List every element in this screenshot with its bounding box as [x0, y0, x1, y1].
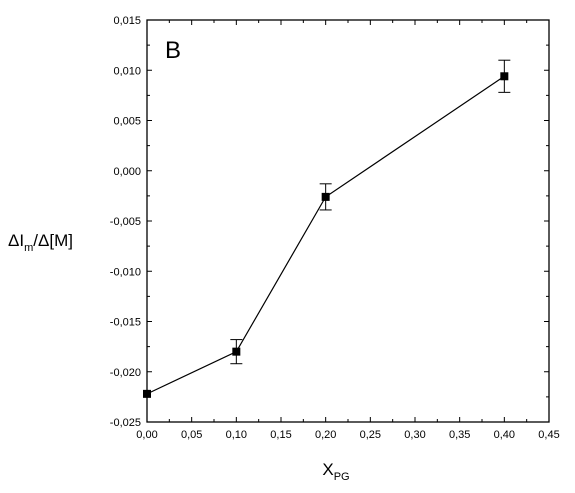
data-point: [321, 192, 330, 201]
y-tick-label: 0,015: [113, 15, 141, 27]
y-tick-label: -0,025: [110, 417, 141, 429]
plot-border: [146, 19, 550, 423]
x-tick-label: 0,45: [538, 429, 559, 441]
y-tick-label: -0,015: [110, 317, 141, 329]
y-tick-label: -0,010: [110, 266, 141, 278]
axis-ticks: [146, 19, 550, 423]
y-axis-title-part2: /Δ[M]: [33, 231, 73, 250]
y-tick-label: -0,005: [110, 216, 141, 228]
plot-frame: [146, 19, 550, 423]
x-tick-label: 0,00: [136, 429, 157, 441]
x-axis-title: XPG: [322, 460, 349, 483]
y-axis-title-part1: ΔI: [8, 231, 24, 250]
y-tick-label: 0,000: [113, 166, 141, 178]
y-axis-title: ΔIm/Δ[M]: [8, 231, 73, 254]
y-tick-label: -0,020: [110, 367, 141, 379]
tick-labels: 0,00 0,05 0,10 0,15 0,20 0,25 0,30 0,35 0,40 0,45…: [110, 15, 560, 441]
data-point: [232, 347, 241, 356]
y-axis-title-sub: m: [24, 242, 33, 254]
x-tick-label: 0,30: [404, 429, 425, 441]
x-tick-label: 0,05: [181, 429, 202, 441]
x-tick-label: 0,25: [360, 429, 381, 441]
x-tick-label: 0,10: [226, 429, 247, 441]
x-tick-label: 0,15: [270, 429, 291, 441]
y-tick-label: 0,005: [113, 116, 141, 128]
series-line: [146, 75, 505, 395]
data-point: [500, 72, 509, 81]
x-tick-label: 0,20: [315, 429, 336, 441]
x-axis-title-main: X: [322, 460, 333, 479]
y-tick-label: 0,010: [113, 65, 141, 77]
x-tick-label: 0,40: [494, 429, 515, 441]
panel-label: B: [165, 37, 181, 64]
data-point: [143, 389, 151, 398]
x-tick-label: 0,35: [449, 429, 470, 441]
x-axis-title-sub: PG: [334, 471, 350, 483]
data-series: [143, 59, 511, 398]
